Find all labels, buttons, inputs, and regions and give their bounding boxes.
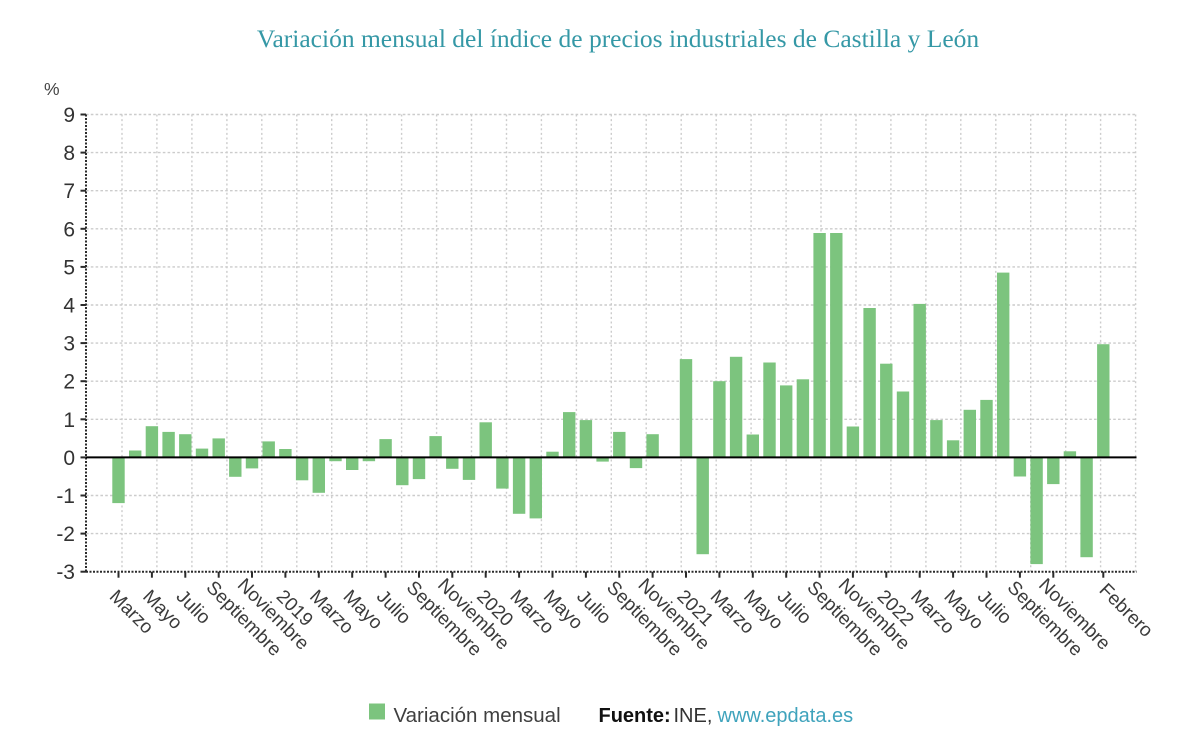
svg-text:-1: -1 xyxy=(56,485,75,508)
svg-text:%: % xyxy=(44,79,60,99)
svg-text:Variación mensual del índice d: Variación mensual del índice de precios … xyxy=(257,24,980,53)
svg-text:7: 7 xyxy=(63,180,75,203)
svg-text:www.epdata.es: www.epdata.es xyxy=(717,705,854,727)
svg-text:-2: -2 xyxy=(56,523,75,546)
svg-text:1: 1 xyxy=(63,409,75,432)
svg-text:8: 8 xyxy=(63,142,75,165)
svg-text:INE,: INE, xyxy=(674,705,713,727)
svg-text:Variación mensual: Variación mensual xyxy=(394,704,561,727)
svg-text:4: 4 xyxy=(63,295,75,318)
svg-text:3: 3 xyxy=(63,333,75,356)
svg-text:-3: -3 xyxy=(56,561,75,584)
svg-text:0: 0 xyxy=(63,447,75,470)
svg-text:9: 9 xyxy=(63,104,75,127)
svg-text:2: 2 xyxy=(63,371,75,394)
svg-text:6: 6 xyxy=(63,218,75,241)
svg-text:5: 5 xyxy=(63,256,75,279)
svg-text:Fuente:: Fuente: xyxy=(599,705,671,727)
